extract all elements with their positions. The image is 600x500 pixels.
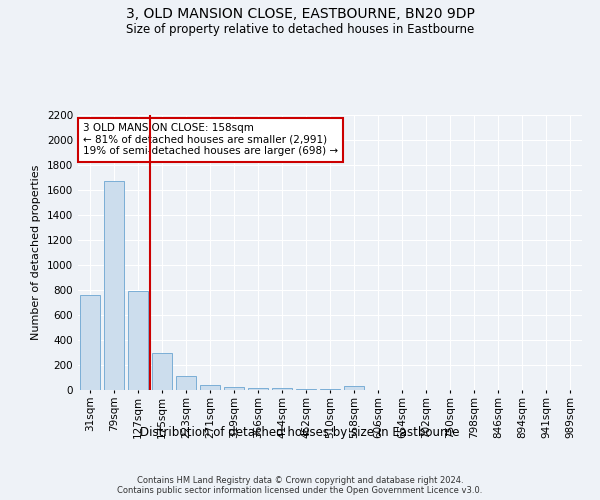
Bar: [80, 295, 100, 390]
Bar: [152, 353, 172, 390]
Text: 3, OLD MANSION CLOSE, EASTBOURNE, BN20 9DP: 3, OLD MANSION CLOSE, EASTBOURNE, BN20 9…: [125, 8, 475, 22]
Bar: [320, 389, 340, 390]
Bar: [224, 387, 244, 390]
Bar: [272, 388, 292, 390]
Text: 3 OLD MANSION CLOSE: 158sqm
← 81% of detached houses are smaller (2,991)
19% of : 3 OLD MANSION CLOSE: 158sqm ← 81% of det…: [83, 123, 338, 156]
Bar: [128, 290, 148, 390]
Bar: [200, 385, 220, 390]
Bar: [344, 386, 364, 390]
Bar: [296, 389, 316, 390]
Bar: [176, 376, 196, 390]
Bar: [104, 181, 124, 390]
Text: Size of property relative to detached houses in Eastbourne: Size of property relative to detached ho…: [126, 22, 474, 36]
Bar: [248, 388, 268, 390]
Text: Contains HM Land Registry data © Crown copyright and database right 2024.
Contai: Contains HM Land Registry data © Crown c…: [118, 476, 482, 495]
Y-axis label: Number of detached properties: Number of detached properties: [31, 165, 41, 340]
Text: Distribution of detached houses by size in Eastbourne: Distribution of detached houses by size …: [140, 426, 460, 439]
